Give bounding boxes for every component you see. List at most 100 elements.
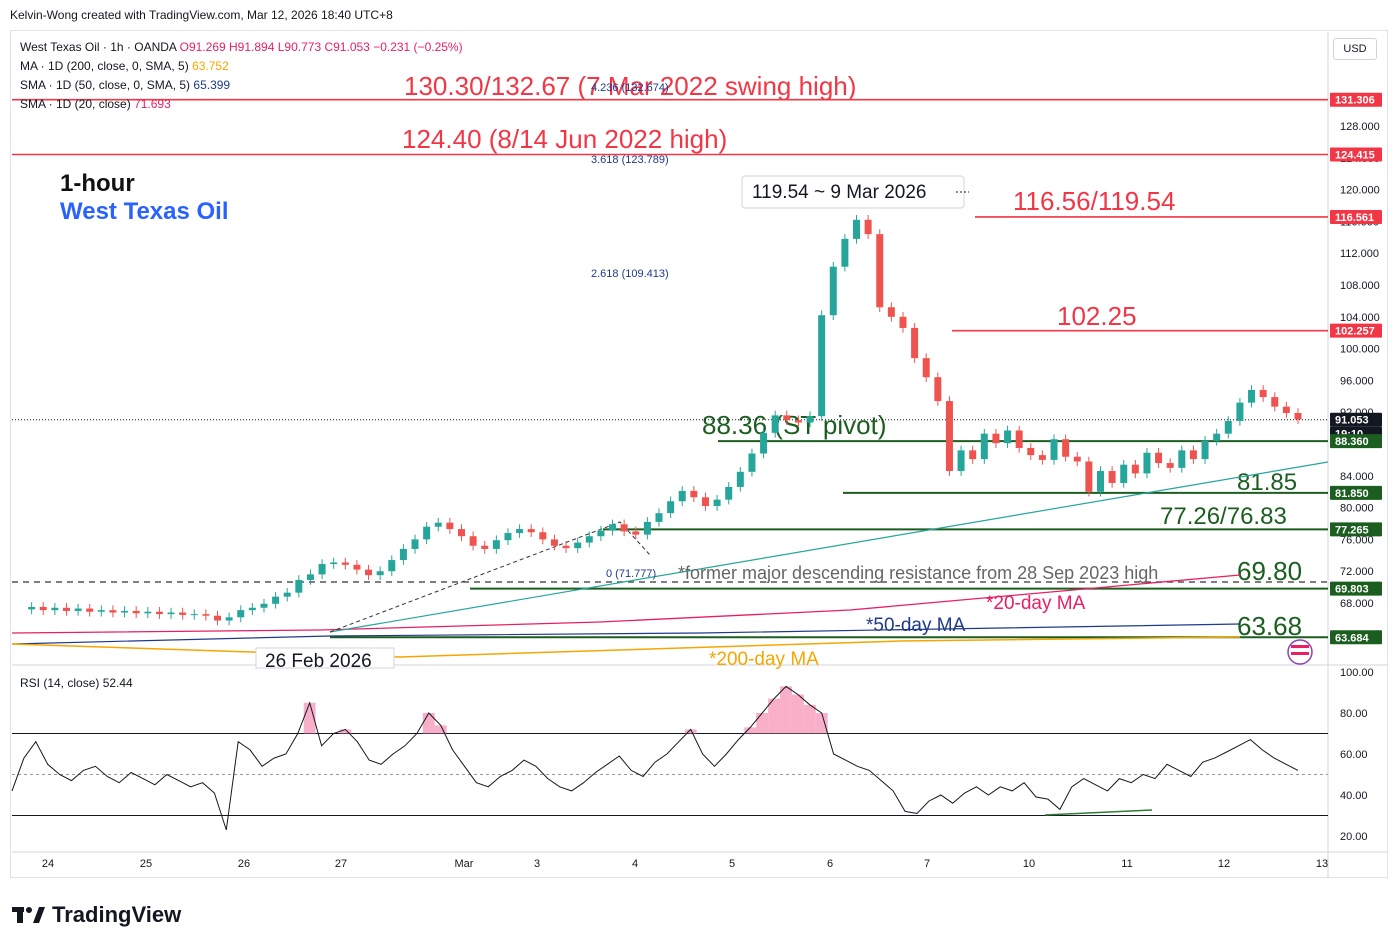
rsi-overbought-fill — [339, 729, 352, 734]
candle-body — [969, 450, 977, 460]
candle-body — [225, 617, 233, 621]
open-value: O91.269 — [179, 40, 226, 54]
candle-body — [585, 536, 593, 543]
close-value: C91.053 — [324, 40, 370, 54]
candle-body — [632, 531, 640, 535]
rsi-overbought-fill — [791, 694, 804, 734]
candle-body — [469, 536, 477, 546]
ma20-annotation: *20-day MA — [986, 593, 1086, 614]
swing-high-label: 119.54 ~ 9 Mar 2026 — [752, 182, 926, 203]
flag-stripe — [1291, 645, 1309, 648]
rsi-overbought-fill — [756, 713, 769, 734]
low-value: L90.773 — [277, 40, 322, 54]
tradingview-logo[interactable]: TradingView — [12, 902, 181, 928]
price-tick-label: 128.000 — [1340, 121, 1380, 133]
resistance-annotation: *former major descending resistance from… — [678, 563, 1158, 583]
candle-body — [1073, 456, 1081, 462]
candle-body — [876, 234, 884, 308]
candle-body — [655, 513, 663, 522]
candle-body — [1236, 402, 1244, 421]
legend-sma20: SMA · 1D (20, close) 71.693 — [20, 97, 171, 111]
candle-body — [121, 610, 129, 613]
price-tick-label: 96.000 — [1340, 375, 1374, 387]
rsi-overbought-fill — [744, 727, 757, 734]
level-label: 88.36 (ST pivot) — [702, 410, 887, 440]
candle-body — [829, 266, 837, 316]
price-label-text: 131.306 — [1335, 95, 1375, 107]
candle-body — [28, 606, 36, 610]
candle-body — [1224, 420, 1232, 434]
candle-body — [1108, 471, 1116, 483]
credit: Kelvin-Wong created with TradingView.com… — [10, 8, 393, 22]
price-tick-label: 76.000 — [1340, 534, 1374, 546]
candle-body — [388, 560, 396, 572]
time-tick-label: 25 — [140, 858, 152, 870]
level-label: 102.25 — [1057, 301, 1137, 331]
rsi-tick-label: 40.00 — [1340, 790, 1368, 802]
tradingview-logo-icon — [12, 905, 46, 925]
legend-ma200: MA · 1D (200, close, 0, SMA, 5) 63.752 — [20, 59, 229, 73]
rsi-tick-label: 80.00 — [1340, 708, 1368, 720]
candle-body — [167, 612, 175, 615]
currency-button[interactable]: USD — [1333, 38, 1377, 60]
candle-body — [423, 526, 431, 540]
time-tick-label: Mar — [455, 858, 474, 870]
rsi-legend: RSI (14, close) 52.44 — [20, 676, 133, 690]
price-label-box — [1330, 630, 1382, 645]
candle-body — [911, 327, 919, 359]
candle-body — [51, 607, 59, 611]
candle-body — [806, 416, 814, 423]
candle-body — [1178, 450, 1186, 468]
ma200-line — [11, 636, 1241, 658]
candle-body — [841, 238, 849, 267]
candle-body — [1096, 471, 1104, 492]
candle-body — [214, 615, 222, 621]
candle-body — [667, 501, 675, 514]
fib-level-label: 0 (71.777) — [606, 568, 656, 580]
rsi-overbought-fill — [422, 713, 435, 734]
price-label-text: 88.360 — [1335, 436, 1369, 448]
candle-body — [353, 564, 361, 570]
level-label: 81.85 — [1237, 469, 1297, 496]
candle-body — [132, 610, 140, 614]
candle-body — [887, 307, 895, 317]
candle-body — [1271, 397, 1279, 407]
fib-level-label: 4.236 (132.674) — [591, 82, 669, 94]
candle-body — [1143, 452, 1151, 474]
candle-body — [1062, 439, 1070, 457]
price-tick-label: 120.000 — [1340, 185, 1380, 197]
candle-body — [1294, 412, 1302, 420]
price-label-text: 116.561 — [1335, 212, 1374, 224]
candle-body — [39, 606, 47, 611]
rsi-overbought-fill — [815, 713, 828, 734]
candle-body — [318, 564, 326, 575]
chart-frame — [10, 30, 1388, 878]
sma20-line — [11, 574, 1241, 634]
candle-body — [492, 540, 500, 549]
time-tick-label: 3 — [534, 858, 540, 870]
rsi-tick-label: 100.00 — [1340, 667, 1374, 679]
timeframe-title: 1-hour — [60, 170, 135, 197]
candle-body — [97, 610, 105, 612]
candle-body — [62, 607, 70, 611]
candle-body — [725, 486, 733, 500]
price-label-box — [1330, 147, 1382, 162]
candle-body — [155, 611, 163, 615]
ma50-annotation: *50-day MA — [866, 615, 966, 636]
candle-body — [643, 521, 651, 535]
candle-body — [1213, 433, 1221, 441]
time-tick-label: 6 — [827, 858, 833, 870]
candle-body — [794, 420, 802, 423]
time-tick-label: 24 — [42, 858, 54, 870]
rsi-tick-label: 20.00 — [1340, 831, 1368, 843]
candle-body — [1155, 452, 1163, 464]
candle-body — [434, 522, 442, 527]
price-tick-label: 100.000 — [1340, 344, 1380, 356]
time-tick-label: 26 — [238, 858, 250, 870]
price-tick-label: 112.000 — [1340, 248, 1379, 260]
price-tick-label: 80.000 — [1340, 503, 1374, 515]
candle-body — [260, 603, 268, 608]
sma50-line — [11, 623, 1241, 645]
rsi-overbought-fill — [780, 686, 792, 734]
